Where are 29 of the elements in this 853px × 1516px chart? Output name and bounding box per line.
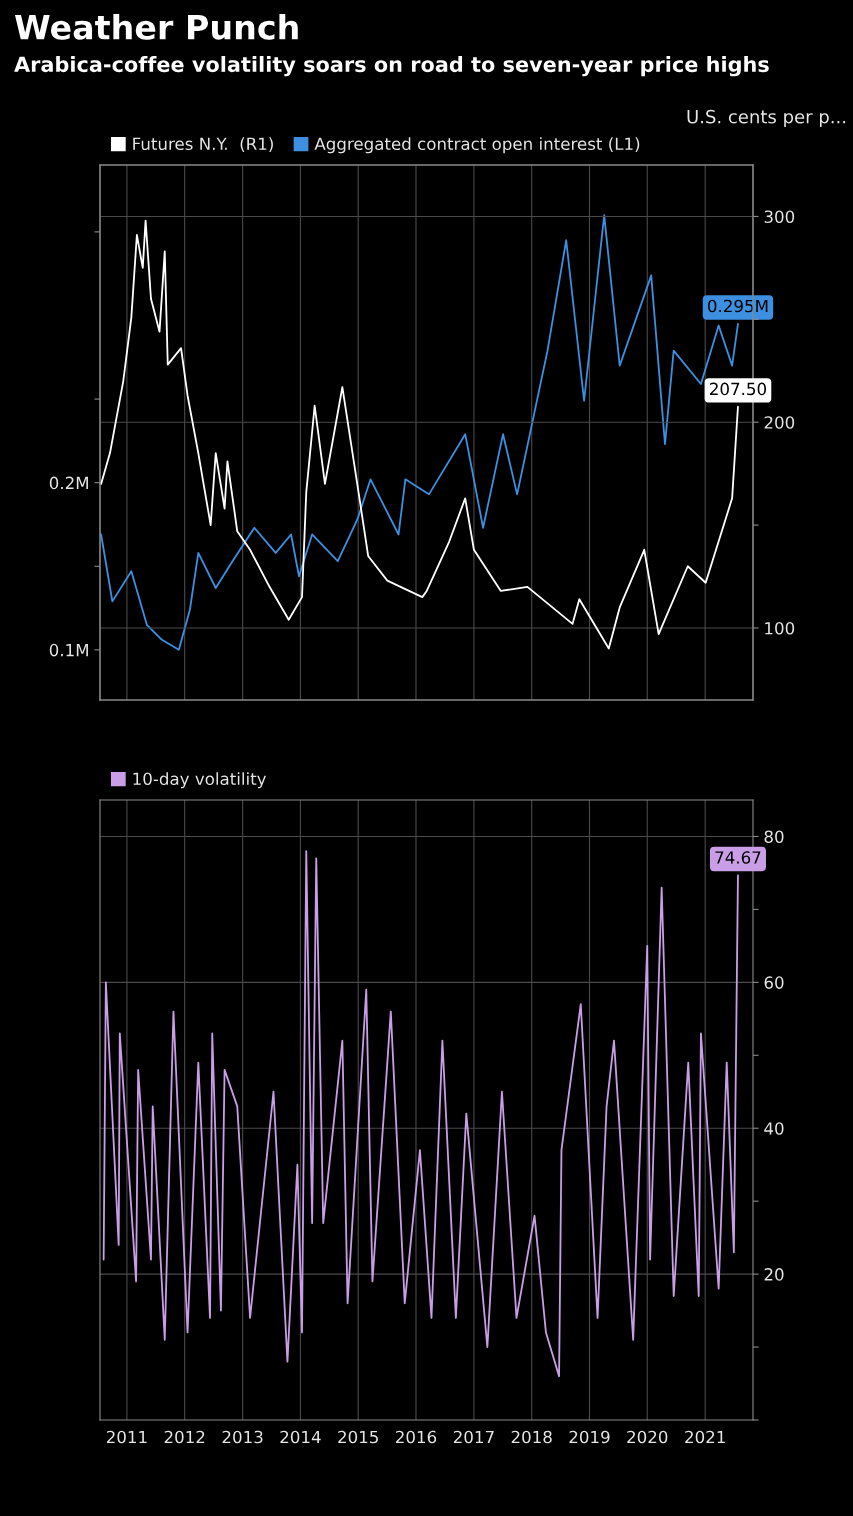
x-tick-label: 2020: [627, 1430, 668, 1444]
data-label: 207.50: [710, 382, 767, 396]
y2-tick-label: 200: [764, 416, 795, 429]
y-tick-label: 0.1M: [49, 643, 88, 657]
legend-label: Futures N.Y. (R1): [133, 137, 273, 153]
y2-tick-label: 100: [765, 621, 795, 635]
x-tick-label: 2012: [164, 1430, 205, 1444]
y-tick-label: 60: [764, 976, 784, 989]
data-label: 0.295M: [708, 299, 768, 313]
x-tick-label: 2019: [569, 1430, 610, 1444]
y-tick-label: 0.2M: [49, 476, 88, 490]
x-tick-label: 2021: [685, 1430, 725, 1444]
x-tick-label: 2018: [511, 1430, 552, 1444]
legend-label: 10-day volatility: [133, 772, 267, 789]
x-tick-label: 2014: [280, 1430, 321, 1444]
x-tick-label: 2015: [338, 1430, 378, 1444]
y2-axis-title: U.S. cents per p...: [687, 109, 846, 127]
x-tick-label: 2017: [453, 1430, 494, 1444]
x-tick-label: 2011: [106, 1430, 147, 1444]
chart-title: Weather Punch: [14, 14, 298, 40]
data-label: 74.67: [715, 851, 761, 864]
x-tick-label: 2016: [395, 1430, 437, 1444]
chart-subtitle: Arabica-coffee volatility soars on road to seven-year price highs: [14, 56, 769, 77]
y-tick-label: 20: [764, 1268, 784, 1281]
y-tick-label: 80: [764, 830, 784, 844]
y-tick-label: 40: [764, 1122, 784, 1135]
legend-label: Aggregated contract open interest (L1): [314, 137, 640, 154]
x-tick-label: 2013: [222, 1430, 263, 1444]
y2-tick-label: 300: [764, 210, 795, 224]
